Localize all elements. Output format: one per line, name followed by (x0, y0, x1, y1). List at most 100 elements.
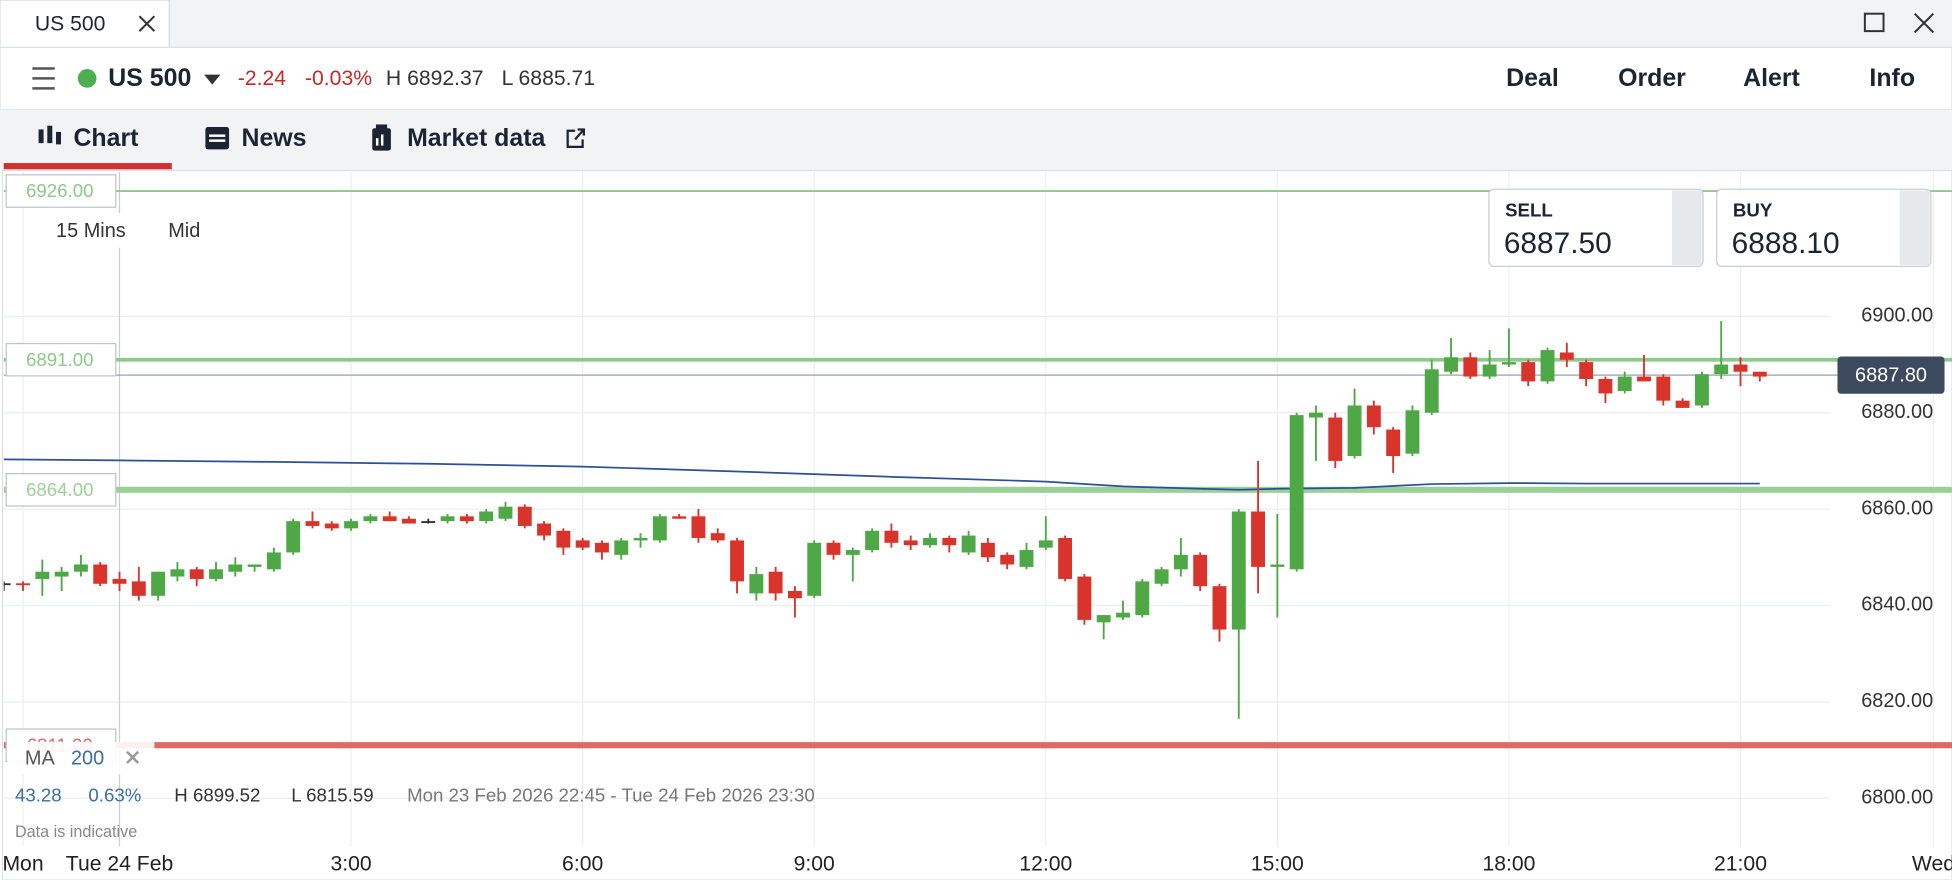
candle-body (1154, 569, 1169, 584)
level-label[interactable]: 6926.00 (26, 180, 93, 201)
x-tick-label: Wed (1912, 853, 1952, 876)
candle-body (1251, 511, 1266, 567)
stat-change-pct: 0.63% (88, 785, 141, 806)
candle-body (112, 578, 127, 584)
candle-body (1521, 362, 1536, 382)
candle-body (209, 569, 223, 579)
stat-high: H 6899.52 (174, 785, 260, 806)
ma-legend-bg (7, 741, 155, 775)
candle-body (691, 516, 706, 538)
dropdown-arrow[interactable] (204, 74, 221, 85)
ma-remove[interactable] (126, 750, 140, 764)
candle-body (710, 533, 725, 541)
candle-body (1038, 540, 1053, 548)
window-close[interactable] (1913, 12, 1935, 34)
menu-button[interactable] (32, 67, 55, 90)
candle-body (344, 521, 359, 529)
candle-body (749, 574, 764, 594)
sell-box-bg (1488, 188, 1704, 267)
candle-body (884, 530, 899, 543)
external-link-icon[interactable] (566, 128, 585, 148)
candle-body (845, 550, 860, 555)
timeframe[interactable]: 15 Mins (56, 220, 126, 242)
candles (3, 321, 1767, 719)
buy-box-bg (1716, 188, 1932, 267)
buy-price[interactable]: 6888.10 (1732, 227, 1840, 260)
alert-button[interactable]: Alert (1743, 64, 1800, 92)
level-label[interactable]: 6891.00 (26, 349, 93, 370)
instrument-tab[interactable] (0, 0, 170, 50)
data-note: Data is indicative (15, 823, 137, 841)
tab-bar (0, 0, 1952, 48)
change-pct: -0.03% (305, 67, 372, 90)
candle-body (942, 537, 957, 546)
candle-body (286, 521, 301, 553)
candle-body (807, 542, 822, 596)
info-button[interactable]: Info (1869, 64, 1915, 92)
maximize-button[interactable] (1863, 12, 1885, 33)
level-label[interactable]: 6864.00 (26, 479, 93, 500)
candle-body (1540, 350, 1555, 382)
order-button[interactable]: Order (1618, 64, 1686, 92)
last-price-box (1837, 356, 1945, 394)
sell-box[interactable]: SELL 6887.50 (1488, 188, 1704, 267)
tab-close[interactable] (138, 15, 156, 32)
candle-body (1405, 410, 1420, 454)
candle-body (35, 571, 50, 579)
candle-body (459, 516, 474, 522)
x-tick-label: 15:00 (1251, 853, 1304, 876)
candle-body (266, 552, 281, 570)
candle-body (1231, 511, 1246, 630)
x-tick-label: 6:00 (562, 853, 603, 876)
candle-body (517, 506, 532, 526)
candle-body (961, 535, 976, 553)
session-high: H 6892.37 (386, 67, 484, 90)
candle-body (1347, 405, 1362, 457)
stat-change: 43.28 (15, 785, 62, 806)
candle-body (595, 542, 609, 553)
candle-body (189, 569, 204, 579)
x-tick-label: Mon (2, 853, 43, 876)
candle-body (633, 537, 648, 541)
y-tick-label: 6800.00 (1861, 786, 1933, 808)
x-tick-label: 9:00 (794, 853, 835, 876)
view-tabs (0, 109, 1952, 171)
candle-body (614, 540, 629, 555)
sell-price[interactable]: 6887.50 (1504, 227, 1612, 260)
candle-body (1752, 371, 1767, 377)
candle-body (1058, 537, 1073, 579)
candle-body (1501, 362, 1516, 365)
candle-body (247, 564, 262, 567)
candle-body (1309, 412, 1323, 418)
candle-body (363, 516, 378, 522)
candle-body (421, 521, 436, 523)
y-tick-label: 6840.00 (1861, 594, 1933, 616)
x-tick-label: 21:00 (1714, 853, 1767, 876)
instrument-name[interactable]: US 500 (108, 64, 191, 92)
candle-body (1096, 615, 1111, 623)
candle-body (1482, 364, 1497, 377)
candle-body (3, 583, 11, 586)
candle-body (1116, 612, 1130, 618)
candle-body (1270, 564, 1285, 567)
chart-tab[interactable]: Chart (73, 124, 138, 152)
deal-button[interactable]: Deal (1506, 64, 1559, 92)
candle-body (16, 583, 30, 586)
stat-range: Mon 23 Feb 2026 22:45 - Tue 24 Feb 2026 … (407, 785, 815, 806)
candle-body (1598, 378, 1613, 394)
candle-body (652, 516, 667, 541)
news-tab[interactable]: News (242, 124, 307, 152)
candle-body (556, 530, 571, 548)
moving-average (3, 458, 1760, 491)
buy-box[interactable]: BUY 6888.10 (1716, 188, 1932, 267)
ma-legend-period[interactable]: 200 (71, 748, 104, 770)
candle-body (170, 569, 185, 577)
candle-body (1366, 405, 1381, 428)
market-data-tab[interactable]: Market data (407, 124, 545, 152)
market-data-icon (372, 124, 391, 151)
price-type[interactable]: Mid (168, 220, 200, 242)
y-tick-label: 6880.00 (1861, 401, 1933, 423)
y-axis: 6800.00 6820.00 6840.00 6860.00 6880.00 6900.… (1837, 305, 1945, 808)
candle-body (131, 581, 146, 596)
